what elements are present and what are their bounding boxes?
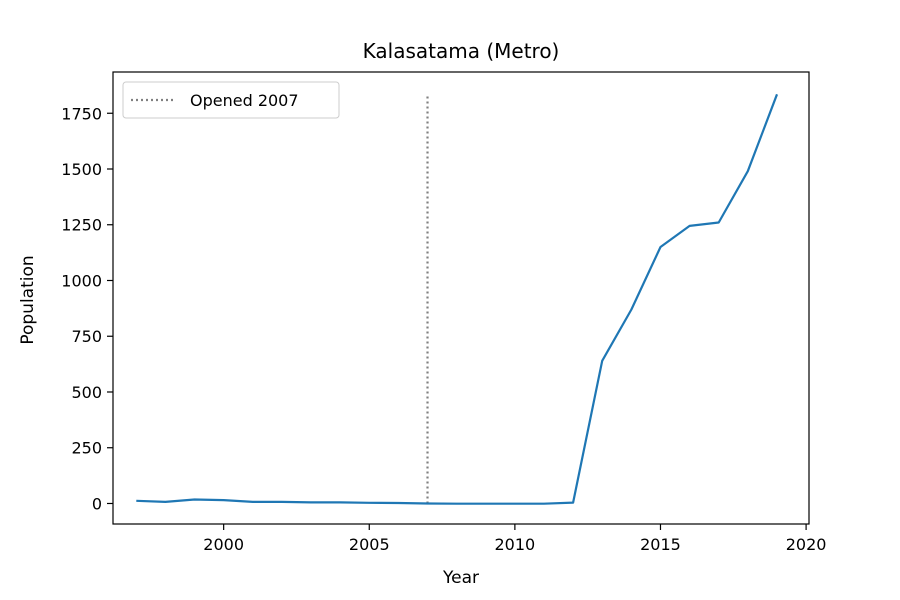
x-tick-label: 2000 <box>203 535 244 554</box>
x-axis-title: Year <box>442 568 479 588</box>
series-line <box>136 93 779 505</box>
legend: Opened 2007 <box>122 81 340 119</box>
legend-label: Opened 2007 <box>190 91 299 110</box>
y-tick-label: 1000 <box>61 271 102 290</box>
y-tick-label: 250 <box>71 439 102 458</box>
x-tick-label: 2015 <box>640 535 681 554</box>
x-tick-label: 2010 <box>495 535 536 554</box>
y-tick-label: 1250 <box>61 216 102 235</box>
y-axis-title: Population <box>18 255 38 344</box>
plot-frame <box>112 71 810 525</box>
y-axis: 0 250 500 750 1000 1250 1500 1750 <box>61 104 113 513</box>
x-tick-label: 2020 <box>786 535 827 554</box>
y-tick-label: 0 <box>92 494 102 513</box>
y-tick-label: 750 <box>71 327 102 346</box>
y-tick-label: 1750 <box>61 104 102 123</box>
x-axis: 2000 2005 2010 2015 2020 <box>203 524 826 554</box>
x-tick-label: 2005 <box>349 535 390 554</box>
chart-title: Kalasatama (Metro) <box>363 39 560 63</box>
y-tick-label: 500 <box>71 383 102 402</box>
y-tick-label: 1500 <box>61 160 102 179</box>
plot-layer <box>136 93 779 505</box>
legend-box <box>122 81 340 119</box>
